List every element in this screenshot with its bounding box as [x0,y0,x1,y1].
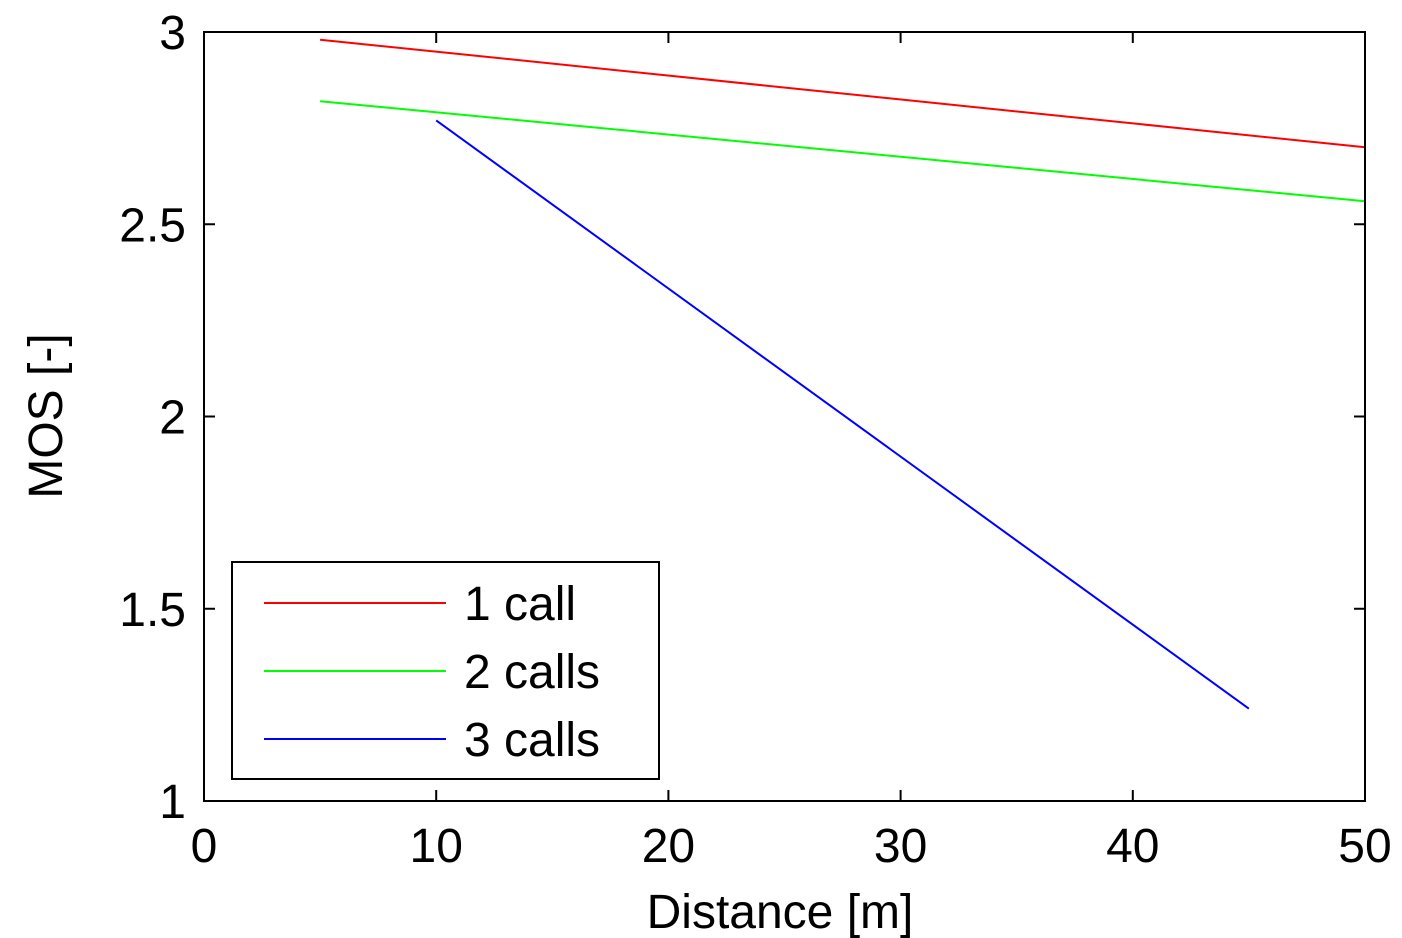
x-axis-ticks: 0 10 20 30 40 50 [191,32,1392,873]
y-tick-label: 2 [159,392,186,445]
legend-items: 1 call 2 calls 3 calls [264,578,600,767]
x-tick-label: 30 [874,820,927,873]
x-axis-title: Distance [m] [647,886,914,938]
y-axis-title: MOS [-] [20,333,73,498]
x-tick-label: 50 [1338,820,1391,873]
x-tick-label: 10 [410,820,463,873]
x-tick-label: 40 [1106,820,1159,873]
legend-label-2: 2 calls [464,646,600,699]
legend: 1 call 2 calls 3 calls [231,561,660,780]
legend-label-3: 3 calls [464,714,600,767]
y-tick-label: 1 [159,776,186,829]
y-tick-label: 2.5 [119,199,186,252]
x-tick-label: 0 [191,820,218,873]
series-line-1 [319,38,1366,149]
y-axis-ticks: 1 1.5 2 2.5 3 [119,7,1365,829]
series-line-2 [320,100,1366,203]
x-tick-label: 20 [642,820,695,873]
y-tick-label: 3 [159,7,186,60]
y-tick-label: 1.5 [119,584,186,637]
series-line-3 [435,119,1250,710]
legend-label-1: 1 call [464,578,576,631]
series-layer [319,38,1366,710]
